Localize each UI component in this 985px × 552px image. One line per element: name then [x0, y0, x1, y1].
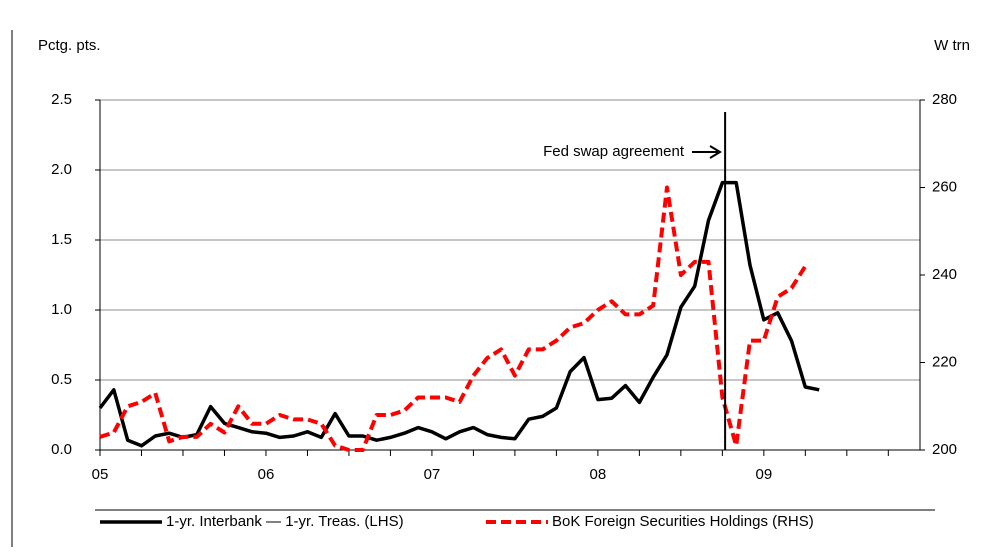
y2-tick-label: 240	[932, 266, 957, 283]
y2-axis-label: W trn	[934, 37, 970, 54]
y-tick-label: 0.5	[51, 371, 72, 388]
y-tick-label: 1.0	[51, 301, 72, 318]
y2-tick-label: 260	[932, 178, 957, 195]
y2-tick-label: 200	[932, 441, 957, 458]
y-tick-label: 1.5	[51, 231, 72, 248]
y2-tick-label: 220	[932, 353, 957, 370]
y-tick-label: 2.0	[51, 161, 72, 178]
x-tick-label: 05	[92, 466, 109, 483]
legend-label: 1-yr. Interbank — 1-yr. Treas. (LHS)	[166, 513, 404, 530]
series-line	[99, 185, 807, 452]
series-line	[98, 180, 820, 448]
y-tick-label: 2.5	[51, 91, 72, 108]
annotation-text: Fed swap agreement	[543, 143, 685, 160]
x-tick-label: 09	[755, 466, 772, 483]
x-tick-label: 06	[258, 466, 275, 483]
x-tick-label: 08	[590, 466, 607, 483]
annotation-arrow	[692, 145, 722, 159]
x-tick-label: 07	[424, 466, 441, 483]
y-axis-label: Pctg. pts.	[38, 37, 101, 54]
y2-tick-label: 280	[932, 91, 957, 108]
y-tick-label: 0.0	[51, 441, 72, 458]
legend-label: BoK Foreign Securities Holdings (RHS)	[552, 513, 814, 530]
